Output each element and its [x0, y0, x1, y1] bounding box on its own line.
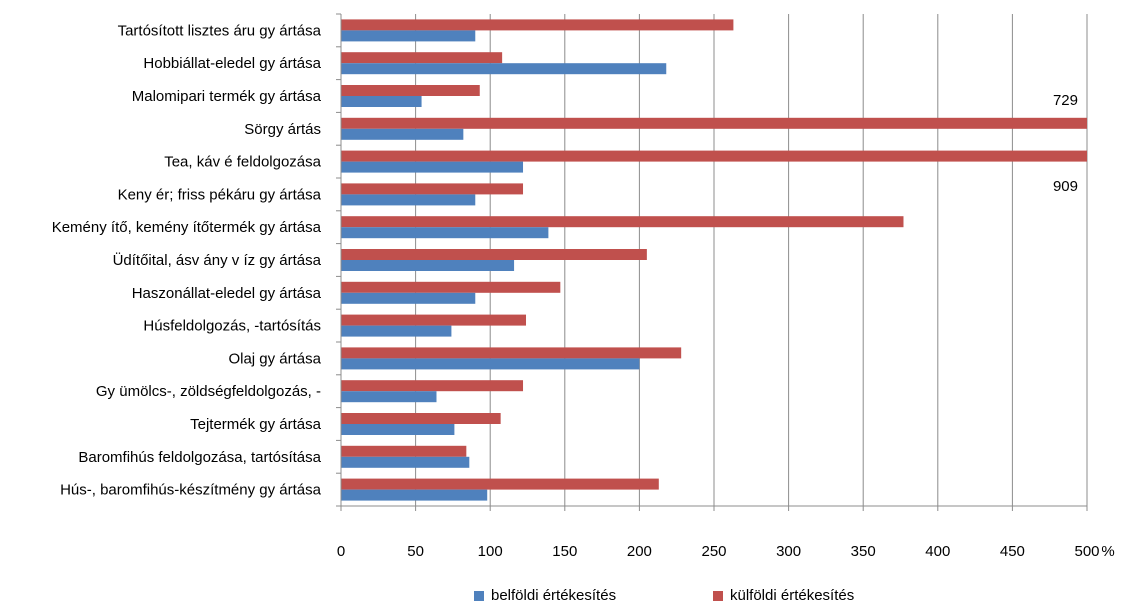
- bar-kulfoldi-7: [341, 249, 647, 260]
- category-label-11: Gy ümölcs-, zöldségfeldolgozás, -: [96, 383, 321, 400]
- bar-kulfoldi-0: [341, 19, 734, 31]
- category-label-0: Tartósított lisztes áru gy ártása: [118, 22, 322, 39]
- x-tick-label-400: 400: [925, 543, 950, 560]
- legend: belföldi értékesítés külföldi értékesíté…: [474, 587, 854, 604]
- category-label-5: Keny ér; friss pékáru gy ártása: [118, 186, 322, 203]
- x-tick-label-500: 500: [1074, 543, 1099, 560]
- bar-kulfoldi-2: [341, 85, 480, 96]
- bar-kulfoldi-13: [341, 445, 467, 457]
- bar-kulfoldi-11: [341, 380, 524, 392]
- x-tick-labels: 0 50 100 150 200 250 300 350 400 450 500: [337, 543, 1100, 560]
- bar-belfoldi-11: [341, 391, 437, 403]
- bar-belfoldi-6: [341, 227, 549, 239]
- category-label-13: Baromfihús feldolgozása, tartósítása: [78, 449, 321, 466]
- legend-label-belfoldi: belföldi értékesítés: [491, 587, 616, 604]
- x-tick-label-450: 450: [1000, 543, 1025, 560]
- x-tick-label-100: 100: [478, 543, 503, 560]
- category-label-7: Üdítőital, ásv ány v íz gy ártása: [113, 251, 322, 269]
- bar-kulfoldi-4: [341, 150, 1087, 162]
- x-tick-label-50: 50: [407, 543, 424, 560]
- bar-belfoldi-3: [341, 128, 464, 140]
- category-label-2: Malomipari termék gy ártása: [132, 88, 322, 105]
- grid-lines: [415, 14, 1088, 506]
- bar-kulfoldi-3: [341, 117, 1087, 129]
- bar-kulfoldi-1: [341, 52, 503, 64]
- x-tick-label-350: 350: [851, 543, 876, 560]
- category-label-4: Tea, káv é feldolgozása: [164, 154, 321, 171]
- legend-swatch-kulfoldi: [713, 591, 723, 601]
- bar-belfoldi-8: [341, 292, 476, 304]
- bar-belfoldi-4: [341, 161, 524, 173]
- bar-belfoldi-9: [341, 325, 452, 337]
- bar-belfoldi-7: [341, 260, 515, 271]
- bar-kulfoldi-10: [341, 347, 682, 359]
- bar-belfoldi-1: [341, 63, 667, 75]
- x-tick-label-150: 150: [552, 543, 577, 560]
- annotation-sorgyartas-value: 729: [1053, 92, 1078, 109]
- x-tick-label-300: 300: [776, 543, 801, 560]
- legend-swatch-belfoldi: [474, 591, 484, 601]
- category-label-14: Hús-, baromfihús-készítmény gy ártása: [60, 482, 322, 499]
- bar-belfoldi-14: [341, 489, 488, 501]
- bar-belfoldi-13: [341, 456, 470, 468]
- x-tick-label-0: 0: [337, 543, 345, 560]
- bar-belfoldi-2: [341, 96, 422, 107]
- bar-belfoldi-10: [341, 358, 640, 370]
- bar-kulfoldi-9: [341, 314, 527, 326]
- bar-belfoldi-5: [341, 194, 476, 206]
- bar-belfoldi-12: [341, 424, 455, 435]
- category-label-10: Olaj gy ártása: [228, 350, 321, 367]
- category-labels: Tartósított lisztes áru gy ártása Hobbiál…: [52, 22, 322, 498]
- category-label-8: Haszonállat-eledel gy ártása: [132, 285, 322, 302]
- bar-kulfoldi-5: [341, 183, 524, 195]
- category-label-9: Húsfeldolgozás, -tartósítás: [143, 318, 321, 335]
- category-label-6: Kemény ítő, kemény ítőtermék gy ártása: [52, 219, 322, 236]
- bar-belfoldi-0: [341, 30, 476, 42]
- category-label-1: Hobbiállat-eledel gy ártása: [143, 55, 321, 72]
- bars: [341, 19, 1087, 501]
- bar-kulfoldi-14: [341, 478, 659, 490]
- bar-kulfoldi-6: [341, 216, 904, 228]
- x-tick-label-250: 250: [701, 543, 726, 560]
- x-tick-label-200: 200: [627, 543, 652, 560]
- category-label-12: Tejtermék gy ártása: [190, 416, 322, 433]
- legend-label-kulfoldi: külföldi értékesítés: [730, 587, 854, 604]
- annotation-tea-value: 909: [1053, 178, 1078, 195]
- x-axis-unit: %: [1101, 543, 1114, 560]
- category-label-3: Sörgy ártás: [244, 121, 321, 138]
- bar-kulfoldi-8: [341, 281, 561, 293]
- axes: [336, 13, 1088, 511]
- bar-kulfoldi-12: [341, 413, 501, 424]
